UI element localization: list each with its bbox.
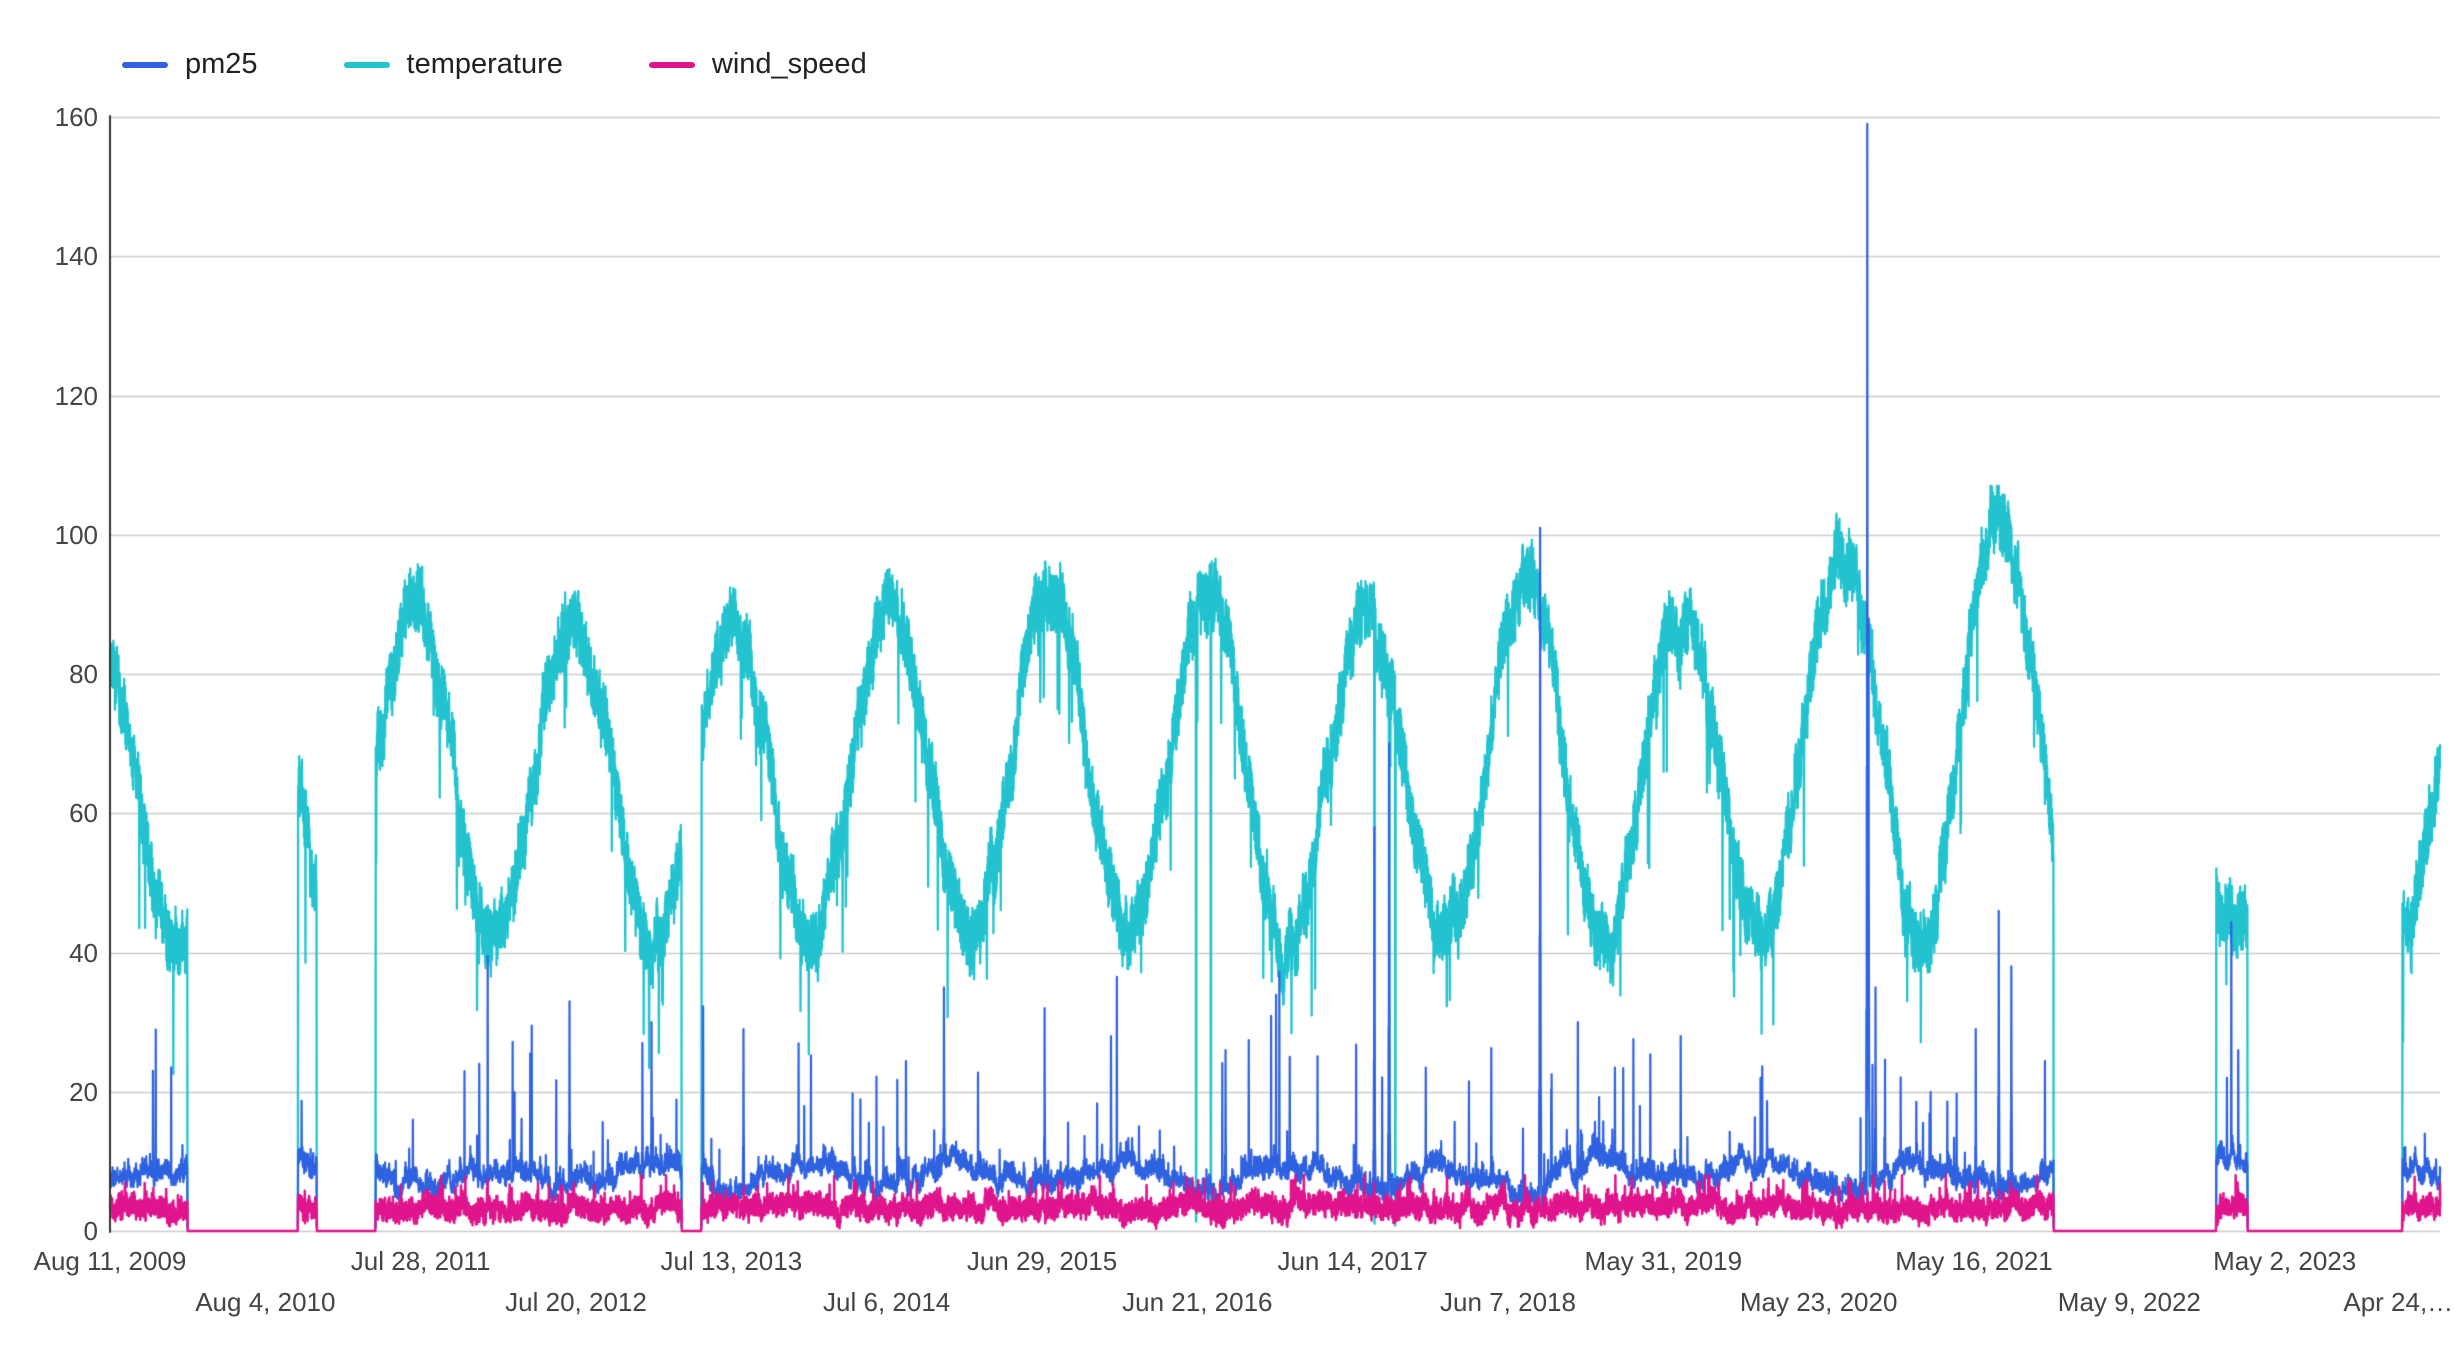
legend-swatch-icon: [122, 61, 168, 68]
x-tick-label: May 2, 2023: [2213, 1246, 2357, 1276]
x-tick-label: Apr 24,…: [2343, 1287, 2454, 1317]
legend-label: pm25: [185, 48, 258, 80]
x-tick-label: Jun 29, 2015: [966, 1246, 1118, 1276]
y-tick-label: 120: [54, 380, 98, 411]
x-tick-label: Jun 14, 2017: [1277, 1246, 1428, 1276]
legend-item-temperature[interactable]: temperature: [343, 48, 563, 80]
y-tick-label: 20: [69, 1076, 98, 1107]
x-tick-label: Aug 4, 2010: [195, 1287, 336, 1317]
y-tick-label: 40: [69, 937, 98, 968]
y-tick-label: 80: [69, 659, 98, 689]
x-tick-label: Jul 20, 2012: [505, 1287, 647, 1317]
x-tick-label: Jul 6, 2014: [823, 1287, 951, 1317]
x-tick-label: Jul 28, 2011: [350, 1246, 491, 1276]
x-tick-label: May 16, 2021: [1895, 1246, 2053, 1276]
x-tick-label: Jun 7, 2018: [1440, 1287, 1576, 1317]
x-tick-label: Aug 11, 2009: [33, 1246, 187, 1276]
legend-item-pm25[interactable]: pm25: [122, 50, 258, 79]
y-tick-label: 140: [54, 241, 98, 272]
y-tick-label: 160: [54, 102, 98, 132]
x-tick-label: Jul 13, 2013: [660, 1246, 803, 1276]
y-tick-label: 0: [83, 1216, 98, 1246]
legend-label: wind_speed: [711, 48, 867, 80]
legend-swatch-icon: [343, 61, 390, 68]
x-tick-label: May 31, 2019: [1584, 1246, 1743, 1276]
y-tick-label: 100: [54, 519, 98, 550]
legend-swatch-icon: [648, 61, 695, 68]
x-tick-label: Jun 21, 2016: [1122, 1287, 1273, 1317]
legend-label: temperature: [406, 48, 563, 80]
x-tick-label: May 9, 2022: [2057, 1287, 2201, 1317]
legend-item-wind_speed[interactable]: wind_speed: [648, 48, 867, 80]
legend: pm25 temperature wind_speed: [122, 50, 867, 79]
x-tick-label: May 23, 2020: [1739, 1287, 1898, 1317]
y-tick-label: 60: [69, 798, 98, 829]
